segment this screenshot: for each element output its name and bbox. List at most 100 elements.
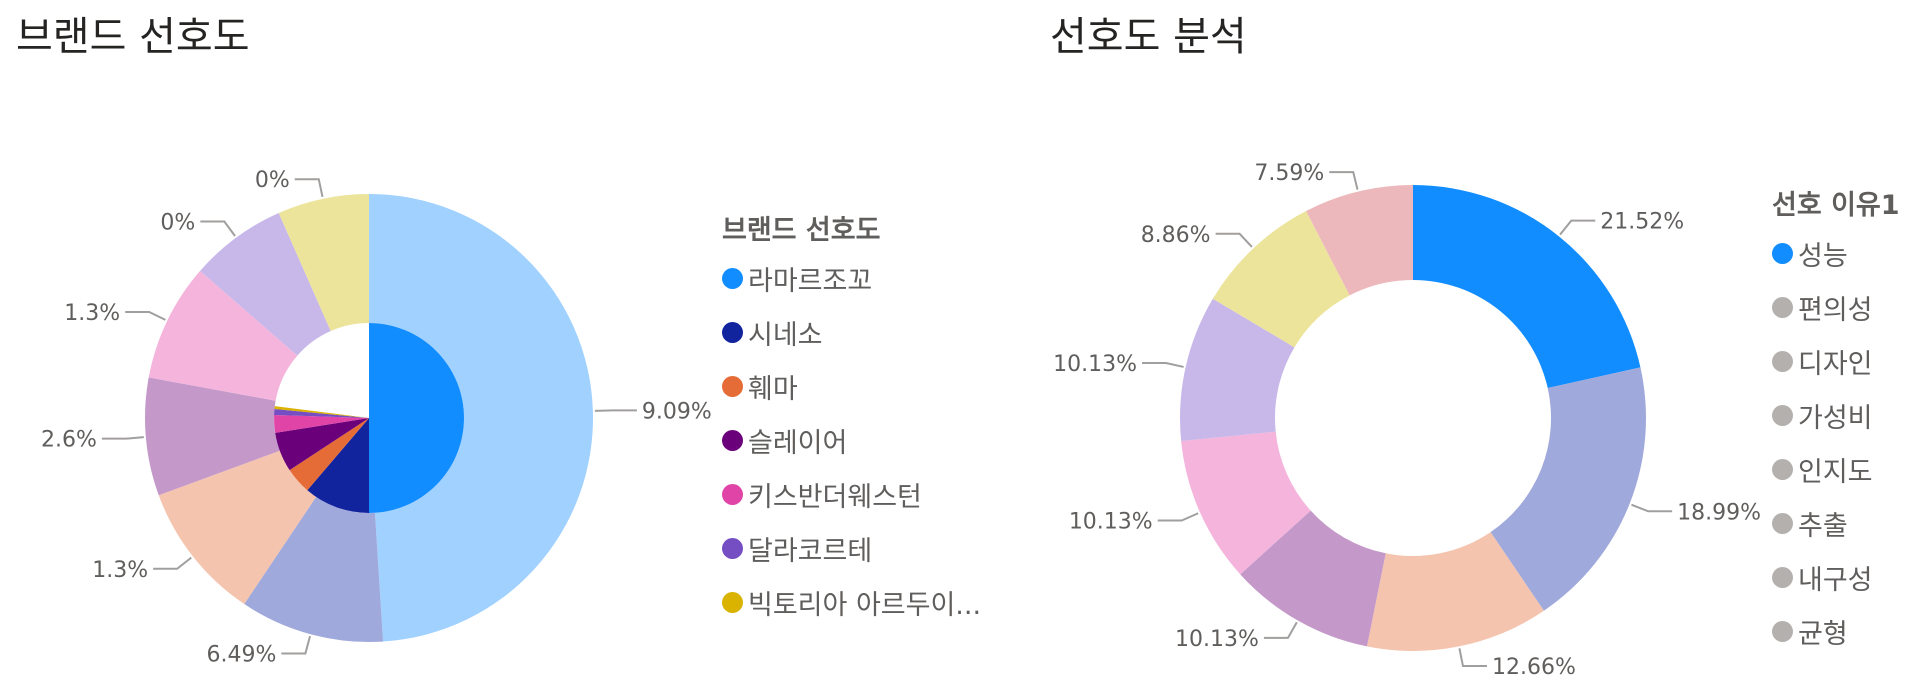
- legend-label: 슬레이어: [748, 427, 848, 459]
- data-label-reason-2: 12.66%: [1492, 655, 1576, 680]
- leader-line-reason-2: [1458, 648, 1487, 668]
- inner-slice-1[interactable]: [307, 418, 369, 513]
- preference-analysis-title: 선호도 분석: [1050, 14, 1247, 60]
- leader-line-brand-0: [594, 409, 637, 412]
- legend-label: 빅토리아 아르두이...: [748, 589, 982, 621]
- inner-slice-3[interactable]: [275, 418, 369, 471]
- brand-preference-title: 브랜드 선호도: [16, 14, 250, 60]
- legend-marker: [1772, 566, 1793, 588]
- data-label-brand-6: 0%: [255, 168, 290, 193]
- legend-marker: [722, 321, 743, 343]
- legend-marker: [1772, 620, 1793, 642]
- legend-label: 추출: [1798, 510, 1848, 542]
- legend-label: 달라코르테: [748, 535, 873, 567]
- brand-preference-visual: 브랜드 선호도 9.09% 6.49% 1.3% 2.6% 1.3% 0% 0% 브랜드 선…: [16, 14, 981, 668]
- legend-label: 디자인: [1798, 348, 1873, 380]
- legend-label: 인지도: [1798, 456, 1873, 488]
- donut-slice-3[interactable]: [1240, 510, 1386, 647]
- brand-preference-pie: 9.09% 6.49% 1.3% 2.6% 1.3% 0% 0%: [41, 168, 712, 668]
- leader-line-reason-6: [1215, 232, 1253, 248]
- donut-slice-5[interactable]: [1180, 298, 1295, 442]
- legend-item-performance[interactable]: 성능: [1772, 226, 1900, 280]
- inner-slice-5[interactable]: [274, 409, 369, 418]
- data-label-reason-1: 18.99%: [1677, 500, 1761, 525]
- legend-item-balance[interactable]: 균형: [1772, 604, 1900, 658]
- legend-marker: [722, 375, 743, 397]
- leader-line-brand-2: [153, 556, 192, 570]
- preference-reason-legend: 선호 이유1 성능 편의성 디자인 가성비 인지도 추출 내구성: [1772, 183, 1900, 658]
- legend-item-extraction[interactable]: 추출: [1772, 496, 1900, 550]
- legend-label: 라마르조꼬: [748, 265, 873, 297]
- donut-slice-1[interactable]: [1490, 367, 1646, 611]
- inner-slice-0[interactable]: [369, 323, 464, 513]
- legend-item-convenience[interactable]: 편의성: [1772, 280, 1900, 334]
- legend-label: 편의성: [1798, 294, 1873, 326]
- leader-line-reason-3: [1263, 621, 1298, 639]
- legend-item-kees-van-der-westen[interactable]: 키스반더웨스턴: [722, 467, 981, 521]
- outer-slice-3[interactable]: [145, 377, 280, 496]
- data-label-reason-0: 21.52%: [1600, 210, 1684, 235]
- donut-slice-4[interactable]: [1181, 431, 1311, 575]
- legend-label: 시네소: [748, 319, 823, 351]
- legend-marker: [1772, 296, 1793, 318]
- donut-slice-0[interactable]: [1413, 185, 1641, 389]
- donut-slice-2[interactable]: [1366, 532, 1544, 652]
- data-label-brand-2: 1.3%: [92, 558, 148, 583]
- data-label-brand-4: 1.3%: [64, 301, 120, 326]
- leader-line-brand-3: [101, 436, 144, 440]
- leader-line-brand-5: [200, 220, 236, 237]
- outer-slice-5[interactable]: [200, 212, 331, 356]
- legend-marker: [1772, 350, 1793, 372]
- outer-slice-0[interactable]: [369, 194, 594, 642]
- leader-line-reason-4: [1157, 512, 1199, 522]
- leader-line-brand-1: [281, 635, 312, 655]
- legend-title: 선호 이유1: [1772, 190, 1900, 221]
- leader-line-reason-1: [1631, 503, 1673, 513]
- data-label-reason-6: 8.86%: [1141, 223, 1211, 248]
- outer-slice-1[interactable]: [244, 496, 384, 643]
- legend-title: 브랜드 선호도: [722, 215, 881, 246]
- legend-item-lamarzocco[interactable]: 라마르조꼬: [722, 251, 981, 305]
- donut-slice-7[interactable]: [1306, 185, 1413, 296]
- leader-line-brand-4: [125, 311, 166, 321]
- legend-label: 훼마: [748, 373, 798, 405]
- inner-slice-6[interactable]: [274, 406, 369, 418]
- legend-marker: [722, 267, 743, 289]
- outer-slice-4[interactable]: [148, 270, 298, 401]
- legend-label: 내구성: [1798, 564, 1873, 596]
- leader-line-reason-5: [1142, 362, 1184, 368]
- legend-label: 균형: [1798, 618, 1848, 650]
- donut-slice-6[interactable]: [1212, 210, 1350, 348]
- legend-item-value[interactable]: 가성비: [1772, 388, 1900, 442]
- legend-item-victoria-arduino[interactable]: 빅토리아 아르두이...: [722, 575, 981, 629]
- legend-marker: [722, 591, 743, 613]
- legend-marker: [722, 537, 743, 559]
- legend-label: 가성비: [1798, 402, 1873, 434]
- data-label-reason-4: 10.13%: [1069, 510, 1153, 535]
- legend-marker: [1772, 404, 1793, 426]
- legend-item-awareness[interactable]: 인지도: [1772, 442, 1900, 496]
- legend-item-design[interactable]: 디자인: [1772, 334, 1900, 388]
- legend-item-durability[interactable]: 내구성: [1772, 550, 1900, 604]
- legend-marker: [722, 483, 743, 505]
- legend-label: 키스반더웨스턴: [748, 481, 922, 513]
- legend-item-slayer[interactable]: 슬레이어: [722, 413, 981, 467]
- outer-slice-2[interactable]: [158, 450, 317, 605]
- leader-line-brand-6: [294, 178, 324, 198]
- legend-marker: [1772, 512, 1793, 534]
- data-label-brand-1: 6.49%: [206, 643, 276, 668]
- legend-item-dalla-corte[interactable]: 달라코르테: [722, 521, 981, 575]
- data-label-brand-3: 2.6%: [41, 428, 97, 453]
- data-label-reason-7: 7.59%: [1254, 161, 1324, 186]
- outer-slice-6[interactable]: [278, 194, 369, 332]
- legend-item-faema[interactable]: 훼마: [722, 359, 981, 413]
- inner-slice-4[interactable]: [274, 415, 369, 433]
- leader-line-reason-7: [1329, 171, 1359, 190]
- legend-item-synesso[interactable]: 시네소: [722, 305, 981, 359]
- legend-marker: [722, 429, 743, 451]
- data-label-brand-5: 0%: [160, 211, 195, 236]
- data-label-reason-5: 10.13%: [1053, 352, 1137, 377]
- inner-slice-2[interactable]: [289, 418, 369, 491]
- data-label-brand-0: 9.09%: [642, 399, 712, 424]
- brand-preference-legend: 브랜드 선호도 라마르조꼬 시네소 훼마 슬레이어 키스반더웨스턴 달라코르테 …: [722, 208, 981, 629]
